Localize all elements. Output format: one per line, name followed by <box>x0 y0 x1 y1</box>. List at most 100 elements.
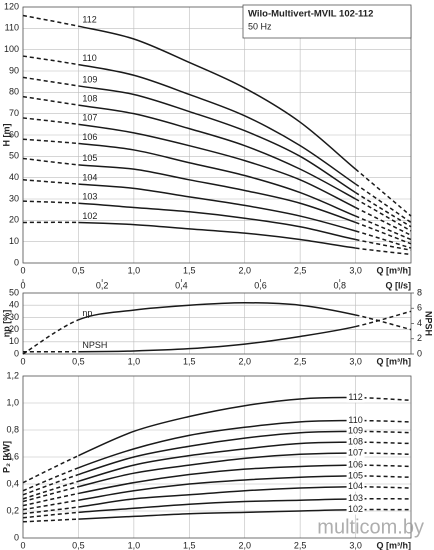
curve <box>78 485 356 508</box>
curve-extension <box>22 95 79 106</box>
curve-label: 103 <box>348 493 363 503</box>
curve-label: 108 <box>82 94 97 104</box>
curve <box>78 104 356 200</box>
curve-extension <box>355 183 412 224</box>
y-tick-label: 40 <box>9 300 19 310</box>
curve-extension <box>355 430 412 434</box>
curve <box>78 85 356 194</box>
curve <box>78 325 356 353</box>
curve <box>78 183 356 232</box>
curve-label-bg <box>346 460 365 471</box>
curve-label: 110 <box>82 53 96 63</box>
y2-tick-label: 8 <box>417 287 422 297</box>
curve-extension <box>355 485 412 489</box>
y-tick-label: 100 <box>4 44 19 54</box>
curve-extension <box>355 168 412 217</box>
curve-label: 102 <box>348 504 363 514</box>
curve-label-bg <box>346 437 365 448</box>
curve-extension <box>22 506 79 515</box>
y-axis-label: H [m] <box>1 124 11 147</box>
y2-tick-label: 4 <box>417 318 422 328</box>
curve-label: 109 <box>348 426 363 436</box>
x-tick-label: 3,0 <box>349 265 362 275</box>
curve <box>78 498 356 514</box>
curve-extension <box>355 221 412 245</box>
watermark: multicom.by <box>317 516 424 538</box>
x-axis-label: Q [m³/h] <box>377 356 412 366</box>
x-tick-label: 0,5 <box>72 356 85 366</box>
y-tick-label: 0 <box>14 348 19 358</box>
y-tick-label: 40 <box>9 172 19 182</box>
curve <box>78 123 356 209</box>
x-tick-label: 3,0 <box>349 356 362 366</box>
x2-tick-label: 0,8 <box>333 280 346 290</box>
y-axis-label: P₂ [kW] <box>1 441 11 473</box>
y-tick-label: 120 <box>4 1 19 11</box>
y-tick-label: 50 <box>9 287 19 297</box>
curve <box>78 464 356 495</box>
x-tick-label: 1,5 <box>183 540 196 550</box>
curve-extension <box>355 191 412 228</box>
curve-label: 110 <box>348 415 362 425</box>
curve-label: 107 <box>348 447 363 457</box>
curve-extension <box>22 473 79 496</box>
curve-extension <box>355 475 412 478</box>
curve-label-bg <box>346 447 365 458</box>
x-tick-label: 3,0 <box>349 540 362 550</box>
x-tick-label: 1,5 <box>183 265 196 275</box>
y-tick-label: 70 <box>9 108 19 118</box>
curve-extension <box>22 480 79 500</box>
curve-label: ηp <box>82 308 92 318</box>
curve <box>78 508 356 520</box>
plot-frame <box>22 6 412 264</box>
y-tick-label: 0,2 <box>6 505 19 515</box>
curve-extension <box>355 198 412 232</box>
y-tick-label: 50 <box>9 151 19 161</box>
curve-extension <box>22 138 79 145</box>
curve-extension <box>355 396 412 402</box>
y-tick-label: 0,4 <box>6 478 19 488</box>
curve-extension <box>355 238 412 251</box>
x2-tick-label: 0,2 <box>96 280 109 290</box>
x-tick-label: 1,0 <box>128 356 141 366</box>
y-tick-label: 30 <box>9 312 19 322</box>
curve <box>78 430 356 476</box>
y-axis-label: ηp [%] <box>1 310 11 338</box>
y-tick-label: 20 <box>9 215 19 225</box>
curve-label: NPSH <box>82 340 107 350</box>
y-tick-label: 110 <box>5 23 19 33</box>
curve <box>78 63 356 185</box>
x-tick-label: 1,5 <box>183 356 196 366</box>
curve-label-bg <box>346 415 365 426</box>
curve-label: 106 <box>348 459 363 469</box>
x-tick-label: 0,5 <box>72 540 85 550</box>
curve-extension <box>22 499 79 511</box>
y-tick-label: 0 <box>14 257 19 267</box>
x-axis-label: Q [m³/h] <box>377 540 412 550</box>
curve-label-bg <box>346 504 365 515</box>
curve-label: 105 <box>82 153 97 163</box>
y2-tick-label: 0 <box>417 348 422 358</box>
x-tick-label: 2,5 <box>294 540 307 550</box>
curve-extension <box>22 117 79 126</box>
y-tick-label: 0,6 <box>6 451 19 461</box>
curve-extension <box>22 55 79 66</box>
curve <box>78 396 356 457</box>
y-tick-label: 60 <box>9 129 19 139</box>
y-tick-label: 1,2 <box>6 370 19 380</box>
y2-tick-label: 2 <box>417 333 422 343</box>
plot-frame <box>22 292 412 355</box>
x-tick-label: 2,0 <box>238 265 251 275</box>
curve <box>78 452 356 488</box>
y-tick-label: 10 <box>9 336 19 346</box>
curve <box>78 202 356 241</box>
y-tick-label: 10 <box>9 236 19 246</box>
curve-label-bg <box>346 481 365 492</box>
curve-extension <box>355 419 412 423</box>
y-tick-label: 80 <box>9 87 19 97</box>
curve-extension <box>355 464 412 468</box>
x-tick-label: 0,5 <box>72 265 85 275</box>
y-tick-label: 0,8 <box>6 424 19 434</box>
